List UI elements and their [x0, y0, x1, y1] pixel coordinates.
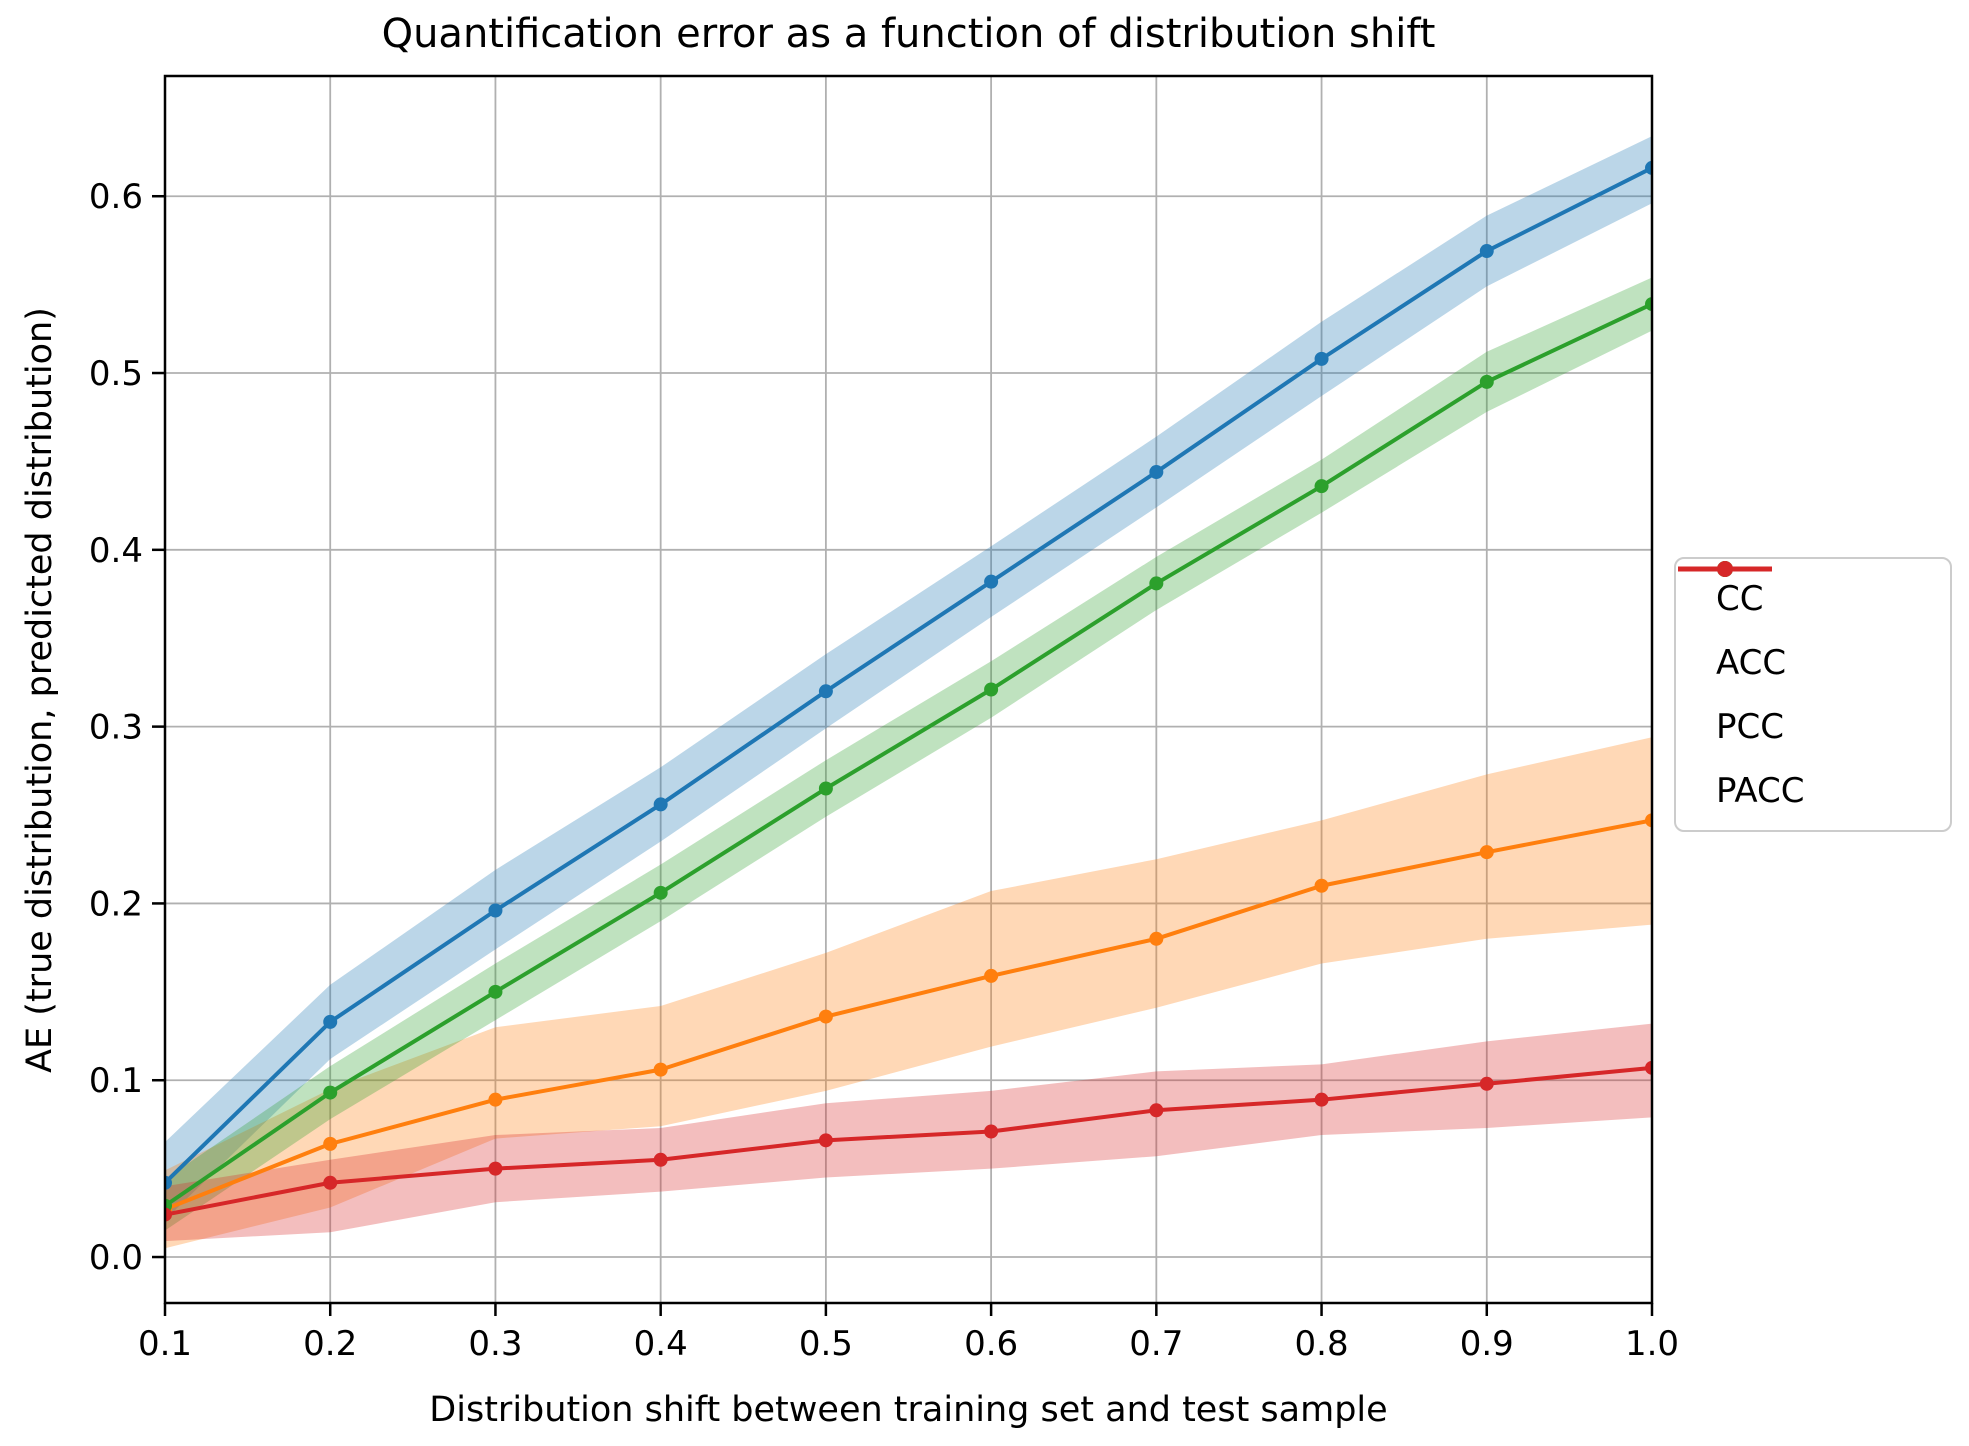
- legend-label: PACC: [1716, 771, 1805, 811]
- x-tick-label: 0.2: [303, 1324, 357, 1364]
- series-line-pacc: [165, 1065, 1652, 1217]
- data-point-cc: [818, 684, 833, 699]
- series-line-pcc: [165, 302, 1652, 1208]
- data-point-acc: [1314, 878, 1329, 893]
- x-tick-label: 0.6: [964, 1324, 1018, 1364]
- data-point-pacc: [1645, 1060, 1652, 1075]
- y-tick-label: 0.3: [89, 708, 143, 748]
- chart-title: Quantification error as a function of di…: [381, 11, 1436, 57]
- data-point-acc: [984, 968, 999, 983]
- x-tick-label: 0.1: [138, 1324, 192, 1364]
- x-tick-label: 0.5: [799, 1324, 853, 1364]
- x-tick-label: 0.9: [1460, 1324, 1514, 1364]
- y-tick-label: 0.6: [89, 177, 143, 217]
- data-point-pcc: [984, 682, 999, 697]
- x-tick-label: 0.8: [1295, 1324, 1349, 1364]
- y-tick-label: 0.1: [89, 1061, 143, 1101]
- data-point-pcc: [1149, 576, 1164, 591]
- data-point-acc: [1149, 931, 1164, 946]
- axis-ticks: 0.1 0.2 0.3 0.4 0.5 0.6 0.7 0.8 0.9 1.0 0.0 0.1 0.2 0…: [89, 177, 1679, 1364]
- confidence-band-cc: [165, 136, 1652, 1220]
- series-line-acc: [165, 818, 1652, 1212]
- data-point-cc: [1479, 244, 1494, 259]
- legend-entry-pcc: PCC: [1676, 561, 1950, 759]
- y-axis-label: AE (true distribution, predicted distrib…: [20, 307, 60, 1073]
- data-point-cc: [1645, 160, 1652, 175]
- legend-label: ACC: [1716, 643, 1787, 683]
- legend-entry-pacc: PACC: [1676, 561, 1950, 823]
- data-point-pcc: [488, 984, 503, 999]
- data-point-cc: [653, 797, 668, 812]
- series-line-cc: [165, 166, 1652, 1185]
- data-point-acc: [818, 1009, 833, 1024]
- data-point-acc: [1645, 813, 1652, 828]
- data-point-cc: [1149, 465, 1164, 480]
- data-point-pacc: [984, 1124, 999, 1139]
- data-point-pacc: [1149, 1103, 1164, 1118]
- legend-entry-acc: ACC: [1676, 561, 1950, 695]
- y-tick-label: 0.4: [89, 531, 143, 571]
- data-point-pcc: [653, 885, 668, 900]
- y-tick-label: 0.0: [89, 1238, 143, 1278]
- data-point-pcc: [1479, 374, 1494, 389]
- x-tick-label: 0.7: [1129, 1324, 1183, 1364]
- data-point-pacc: [653, 1152, 668, 1167]
- legend-label: PCC: [1716, 707, 1784, 747]
- x-tick-label: 0.3: [468, 1324, 522, 1364]
- x-tick-label: 0.4: [634, 1324, 688, 1364]
- x-axis-label: Distribution shift between training set …: [429, 1390, 1388, 1430]
- data-point-pacc: [488, 1161, 503, 1176]
- data-point-cc: [984, 574, 999, 589]
- data-point-cc: [323, 1014, 338, 1029]
- legend: CC ACC PCC PACC: [1674, 557, 1952, 832]
- data-point-pacc: [323, 1175, 338, 1190]
- data-point-acc: [1479, 845, 1494, 860]
- series-lines: [165, 160, 1652, 1222]
- y-tick-label: 0.5: [89, 354, 143, 394]
- legend-label: CC: [1716, 579, 1764, 619]
- axes-spines: [163, 74, 1654, 1305]
- data-point-cc: [165, 1175, 172, 1190]
- data-point-acc: [488, 1092, 503, 1107]
- data-point-acc: [323, 1136, 338, 1151]
- y-tick-label: 0.2: [89, 884, 143, 924]
- data-point-cc: [1314, 351, 1329, 366]
- data-point-pcc: [323, 1085, 338, 1100]
- legend-line-sample-icon: [1678, 561, 1772, 577]
- confidence-bands: [165, 136, 1652, 1249]
- data-point-pacc: [1314, 1092, 1329, 1107]
- data-point-pacc: [1479, 1076, 1494, 1091]
- data-point-pacc: [165, 1207, 172, 1222]
- data-point-pcc: [1314, 479, 1329, 494]
- data-point-acc: [653, 1062, 668, 1077]
- confidence-band-pacc: [165, 1023, 1652, 1242]
- x-tick-label: 1.0: [1625, 1324, 1679, 1364]
- data-point-pacc: [818, 1133, 833, 1148]
- data-point-pcc: [818, 781, 833, 796]
- confidence-band-pcc: [165, 277, 1652, 1231]
- data-point-cc: [488, 903, 503, 918]
- data-point-pcc: [1645, 297, 1652, 312]
- confidence-band-acc: [165, 737, 1652, 1249]
